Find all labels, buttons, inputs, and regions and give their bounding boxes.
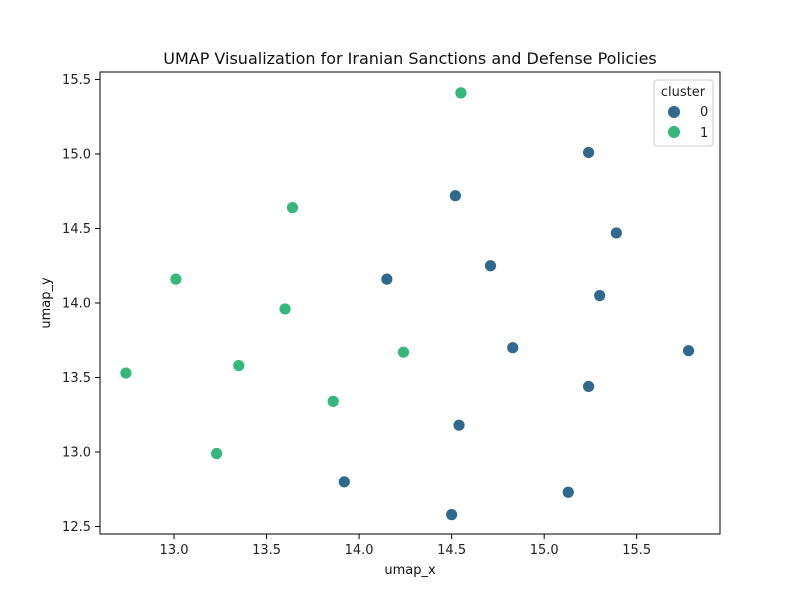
y-tick-label: 12.5	[62, 520, 91, 535]
x-tick-label: 15.5	[622, 543, 651, 558]
legend-label-cluster-0: 0	[700, 105, 708, 120]
data-point-cluster-1	[232, 359, 246, 372]
y-tick-label: 15.0	[62, 147, 91, 162]
legend-marker-cluster-1	[668, 126, 680, 138]
y-tick-label: 15.5	[62, 73, 91, 88]
data-point-cluster-0	[380, 272, 394, 286]
y-tick-label: 14.5	[62, 222, 91, 237]
data-point-cluster-1	[454, 86, 468, 100]
data-point-cluster-0	[337, 475, 351, 489]
data-point-cluster-1	[326, 394, 340, 408]
legend-title: cluster	[661, 85, 706, 100]
x-tick-label: 14.5	[437, 543, 466, 558]
data-point-cluster-0	[448, 189, 462, 203]
data-point-cluster-0	[609, 226, 623, 240]
x-axis: 13.0 13.5 14.0 14.5 15.0 15.5	[160, 534, 651, 558]
data-point-cluster-1	[119, 366, 133, 380]
y-tick-label: 13.5	[62, 371, 91, 386]
data-point-cluster-1	[278, 302, 292, 316]
data-point-cluster-0	[506, 341, 520, 355]
x-tick-label: 15.0	[530, 543, 559, 558]
y-tick-label: 13.0	[62, 446, 91, 461]
data-points	[119, 86, 695, 522]
x-tick-label: 13.0	[160, 543, 189, 558]
y-axis: 12.5 13.0 13.5 14.0 14.5 15.0 15.5	[62, 73, 100, 535]
data-point-cluster-1	[169, 272, 183, 286]
data-point-cluster-1	[397, 345, 410, 359]
legend-label-cluster-1: 1	[700, 126, 708, 141]
data-point-cluster-0	[484, 259, 497, 273]
x-tick-label: 14.0	[345, 543, 374, 558]
data-point-cluster-0	[452, 418, 466, 432]
data-point-cluster-0	[561, 485, 575, 499]
data-point-cluster-0	[445, 508, 459, 522]
data-point-cluster-0	[682, 344, 695, 358]
chart-title: UMAP Visualization for Iranian Sanctions…	[163, 49, 657, 68]
x-axis-label: umap_x	[384, 563, 436, 578]
data-point-cluster-0	[593, 289, 607, 302]
legend: cluster 0 1	[653, 79, 714, 147]
x-tick-label: 13.5	[252, 543, 281, 558]
y-tick-label: 14.0	[62, 297, 91, 312]
data-point-cluster-1	[286, 201, 299, 215]
data-point-cluster-1	[210, 447, 223, 460]
data-point-cluster-0	[582, 380, 595, 393]
y-axis-label: umap_y	[39, 277, 54, 329]
plot-area-frame	[99, 71, 721, 535]
legend-marker-cluster-0	[668, 106, 680, 118]
data-point-cluster-0	[582, 146, 595, 159]
